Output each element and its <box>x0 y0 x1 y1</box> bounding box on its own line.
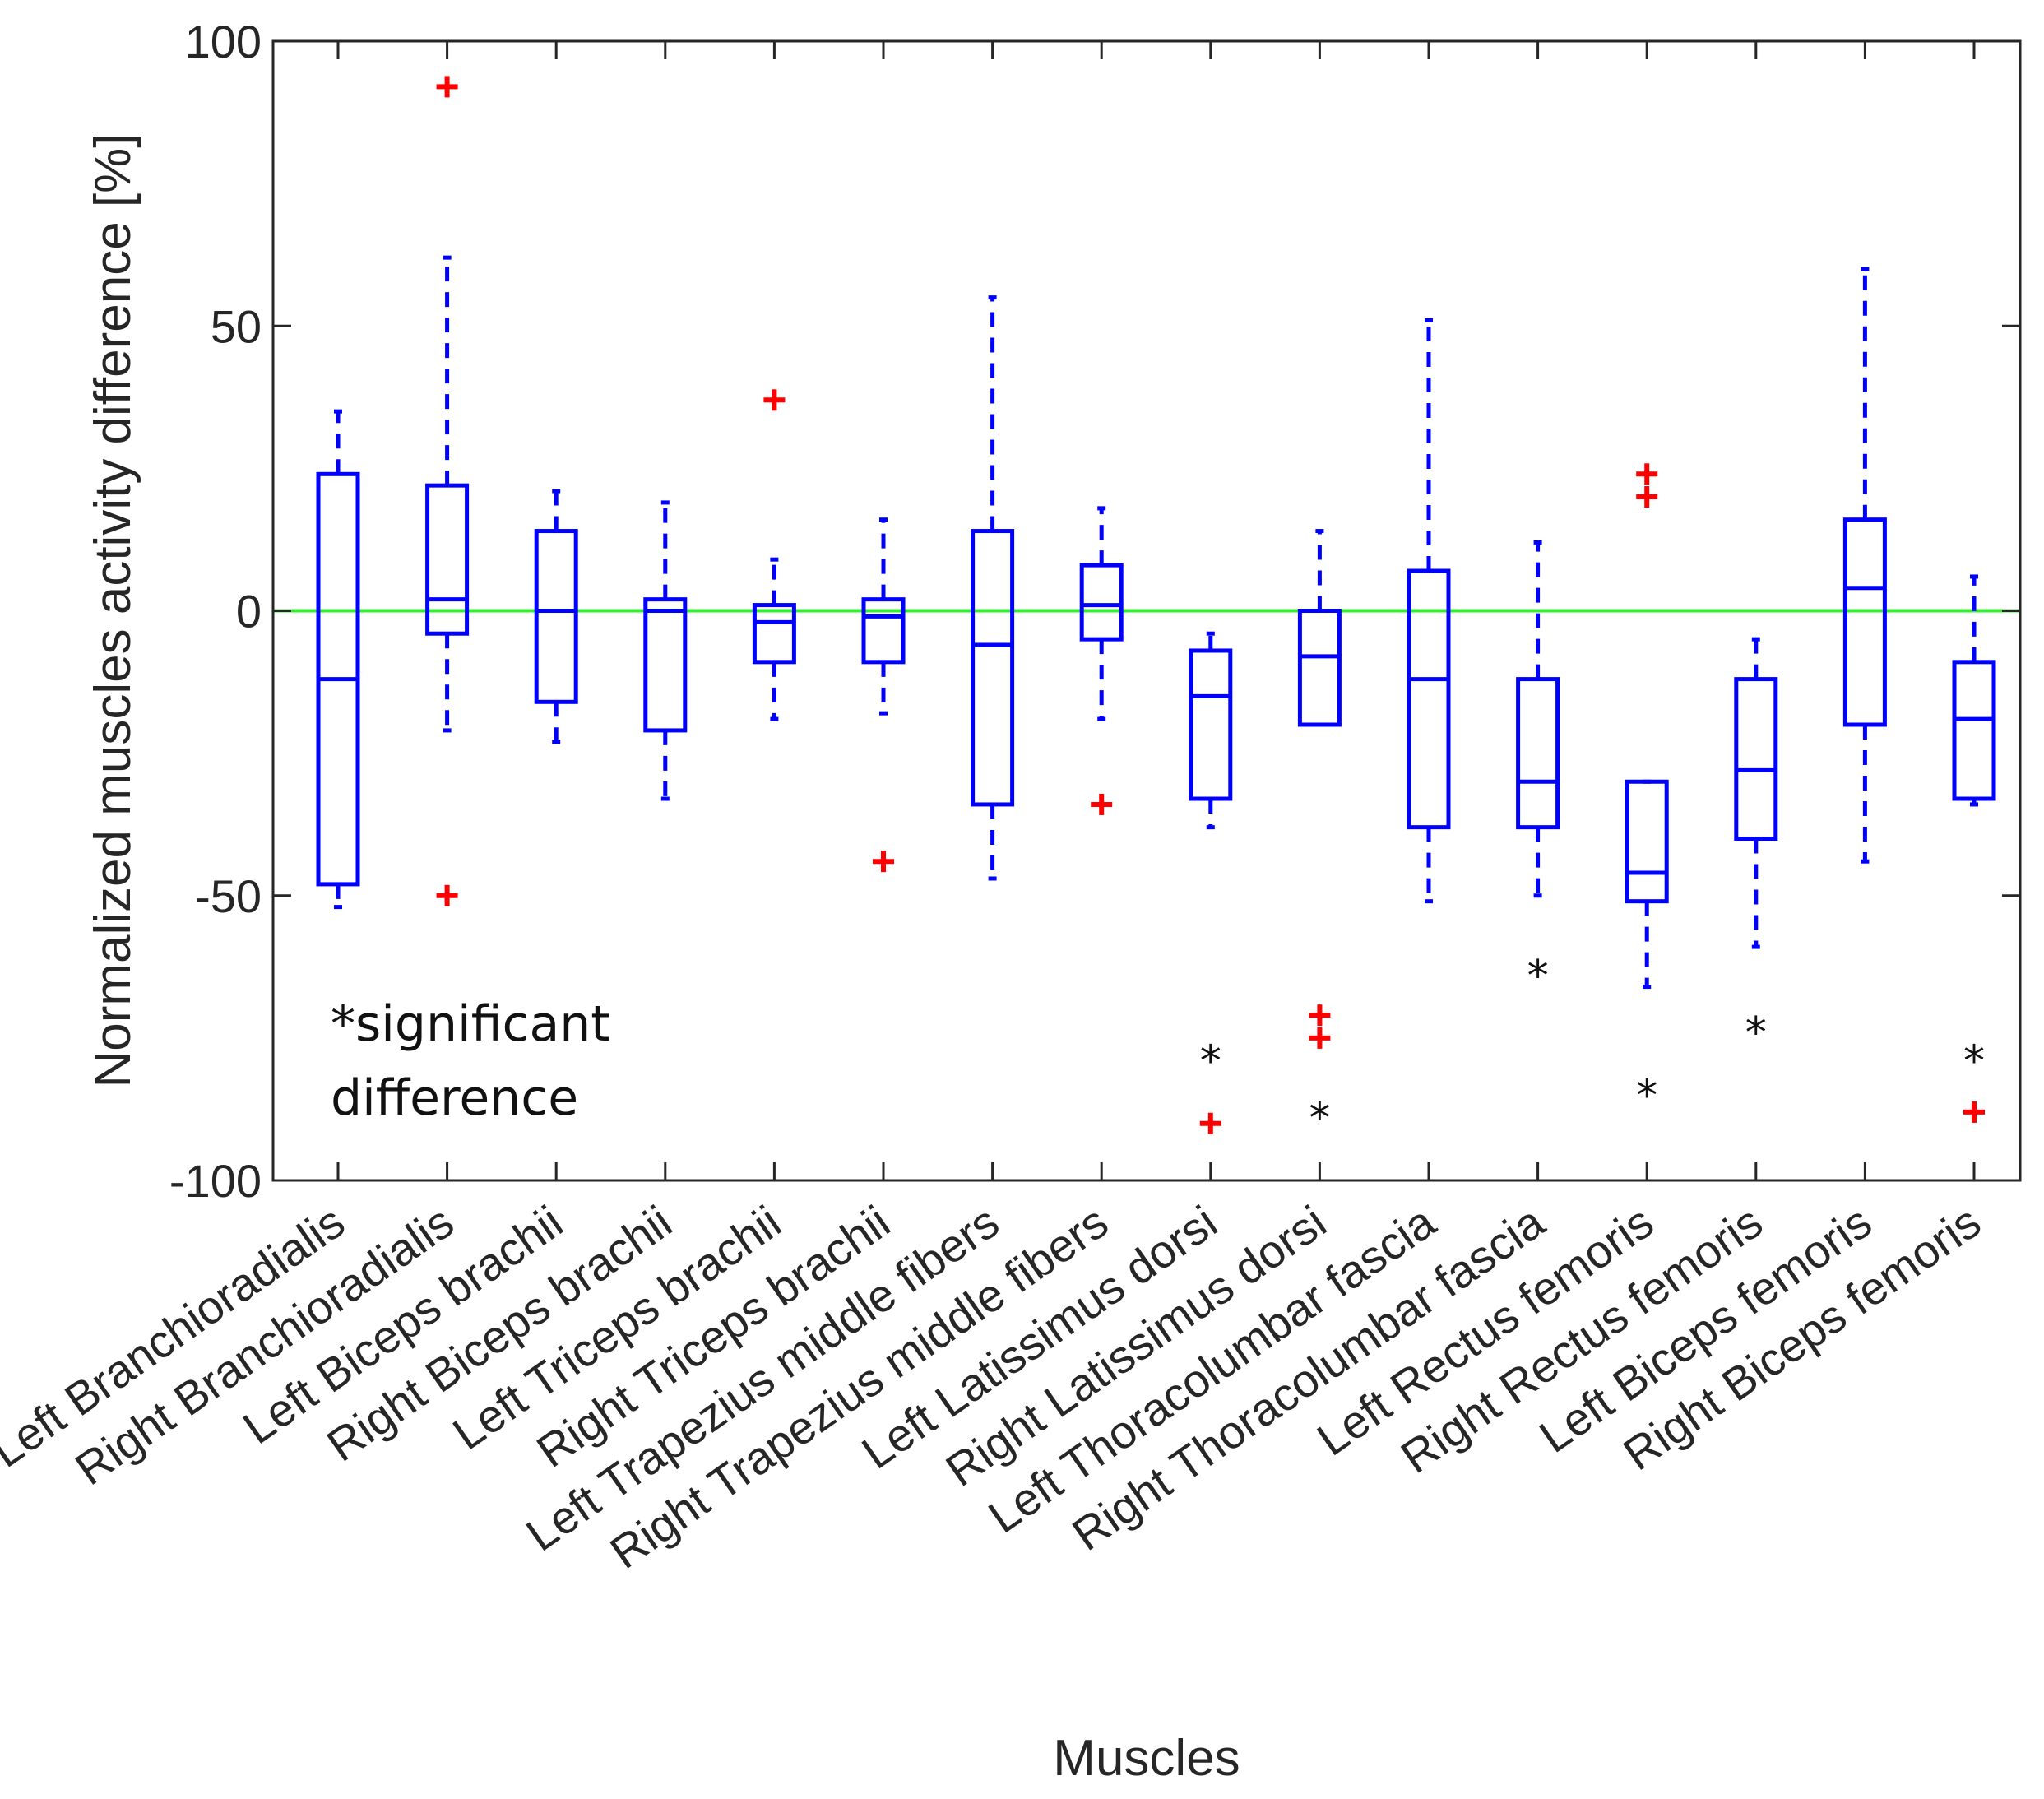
outlier-marker <box>436 884 458 906</box>
box-7 <box>971 295 1015 881</box>
interquartile-box <box>1842 517 1887 727</box>
box-6 <box>861 517 906 716</box>
significance-asterisk: * <box>1527 952 1549 1001</box>
significance-asterisk: * <box>1963 1037 1985 1087</box>
interquartile-box <box>1625 779 1669 904</box>
significance-asterisk: * <box>1200 1037 1221 1087</box>
significance-legend-line-2: difference <box>331 1069 578 1127</box>
box-15 <box>1842 267 1887 864</box>
significance-asterisk: * <box>1636 1071 1657 1120</box>
y-tick-label: 0 <box>236 586 262 638</box>
outlier-marker <box>1636 486 1658 508</box>
interquartile-box <box>971 529 1015 807</box>
interquartile-box <box>1952 660 1996 801</box>
outlier-marker <box>763 389 786 411</box>
interquartile-box <box>643 597 688 733</box>
box-11 <box>1407 318 1451 904</box>
box-10 <box>1297 529 1342 727</box>
interquartile-box <box>534 529 578 704</box>
box-16 <box>1952 574 1996 807</box>
box-2 <box>425 255 470 733</box>
box-9 <box>1189 631 1233 830</box>
significance-asterisk: * <box>1309 1094 1330 1143</box>
interquartile-box <box>752 603 796 665</box>
box-5 <box>752 557 796 721</box>
box-12 <box>1516 540 1560 898</box>
outlier-marker <box>1309 1004 1331 1027</box>
boxes-layer <box>316 255 1996 990</box>
box-1 <box>316 409 360 910</box>
box-8 <box>1079 506 1124 721</box>
outlier-marker <box>436 76 458 98</box>
x-axis-title: Muscles <box>1053 1730 1240 1787</box>
outlier-marker <box>1199 1112 1221 1134</box>
interquartile-box <box>1189 648 1233 801</box>
y-axis-title: Normalized muscles activity difference [… <box>85 133 141 1087</box>
outlier-marker <box>1091 793 1113 815</box>
outlier-marker <box>873 851 894 873</box>
y-tick-label: -50 <box>195 870 262 922</box>
interquartile-box <box>1516 677 1560 830</box>
interquartile-box <box>425 483 470 636</box>
y-tick-label: -100 <box>169 1155 262 1207</box>
outlier-marker <box>1636 463 1658 485</box>
interquartile-box <box>1297 609 1342 727</box>
significance-asterisk: * <box>1745 1008 1767 1058</box>
y-tick-label: 50 <box>211 300 262 352</box>
interquartile-box <box>1079 563 1124 642</box>
interquartile-box <box>1734 677 1778 841</box>
box-14 <box>1734 637 1778 949</box>
significance-legend-line-1: *significant <box>331 995 610 1053</box>
markers-layer: * * * * * * <box>436 76 1985 1143</box>
box-13 <box>1625 779 1669 990</box>
y-tick-label: 100 <box>185 16 262 67</box>
outlier-marker <box>1309 1027 1331 1049</box>
y-axis: -100 -50 0 50 100 <box>169 16 2020 1207</box>
interquartile-box <box>861 597 906 665</box>
outlier-marker <box>1963 1101 1985 1123</box>
box-3 <box>534 489 578 744</box>
interquartile-box <box>1407 568 1451 830</box>
box-4 <box>643 500 688 801</box>
